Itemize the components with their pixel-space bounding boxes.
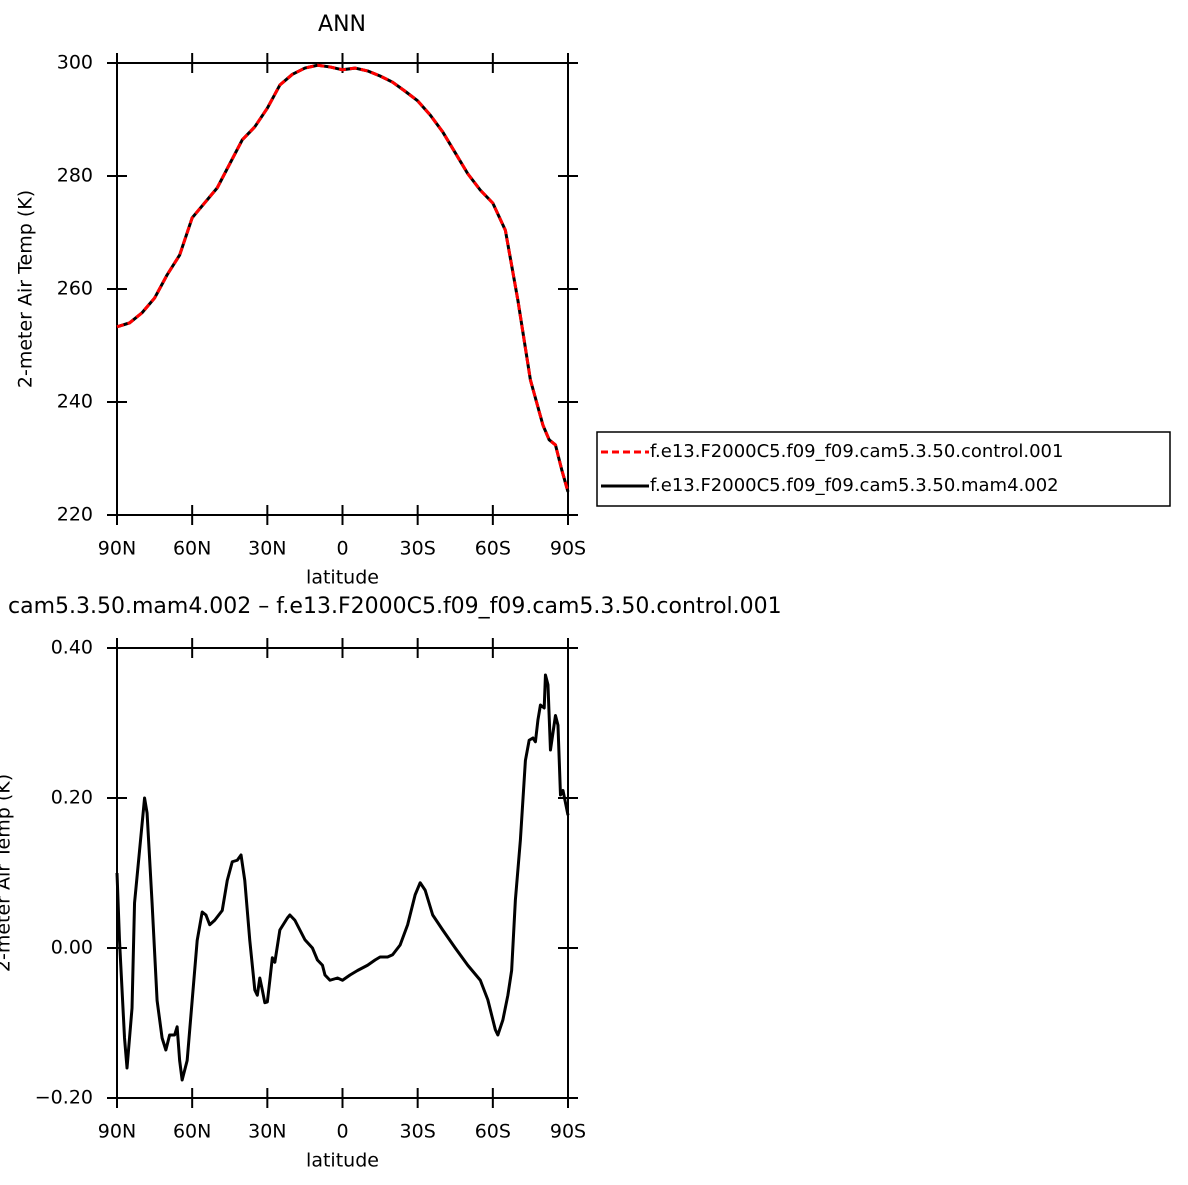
x-axis-label: latitude <box>306 1150 379 1172</box>
y-tick-label: 0.20 <box>51 787 93 809</box>
y-tick-label: 220 <box>57 504 93 526</box>
plot-frame <box>116 62 569 516</box>
y-tick-label: 0.00 <box>51 937 93 959</box>
x-tick-label: 60N <box>173 1121 211 1143</box>
y-tick-label: 260 <box>57 278 93 300</box>
x-tick-label: 0 <box>336 538 348 560</box>
y-tick-label: −0.20 <box>35 1087 93 1109</box>
x-tick-label: 30S <box>400 538 436 560</box>
chart-title: cam5.3.50.mam4.002 – f.e13.F2000C5.f09_f… <box>8 594 782 619</box>
x-axis-label: latitude <box>306 567 379 589</box>
x-tick-label: 90S <box>550 538 586 560</box>
x-tick-label: 60S <box>475 538 511 560</box>
y-tick-label: 0.40 <box>51 637 93 659</box>
y-tick-label: 280 <box>57 165 93 187</box>
chart-title: ANN <box>318 12 366 37</box>
x-tick-label: 30N <box>248 1121 286 1143</box>
x-tick-label: 90S <box>550 1121 586 1143</box>
x-tick-label: 60S <box>475 1121 511 1143</box>
data-line <box>115 673 570 1082</box>
x-tick-label: 30N <box>248 538 286 560</box>
y-tick-label: 300 <box>57 52 93 74</box>
x-tick-label: 0 <box>336 1121 348 1143</box>
data-line <box>116 63 570 493</box>
x-tick-label: 30S <box>400 1121 436 1143</box>
legend-label: f.e13.F2000C5.f09_f09.cam5.3.50.mam4.002 <box>650 475 1059 496</box>
legend-label: f.e13.F2000C5.f09_f09.cam5.3.50.control.… <box>650 441 1063 462</box>
x-tick-label: 60N <box>173 538 211 560</box>
x-tick-label: 90N <box>98 538 136 560</box>
x-tick-label: 90N <box>98 1121 136 1143</box>
y-axis-label: 2-meter Air Temp (K) <box>15 190 37 388</box>
legend-box <box>596 431 1171 507</box>
data-line <box>116 63 570 493</box>
y-axis-label: 2-meter Air Temp (K) <box>0 774 15 972</box>
y-tick-label: 240 <box>57 391 93 413</box>
